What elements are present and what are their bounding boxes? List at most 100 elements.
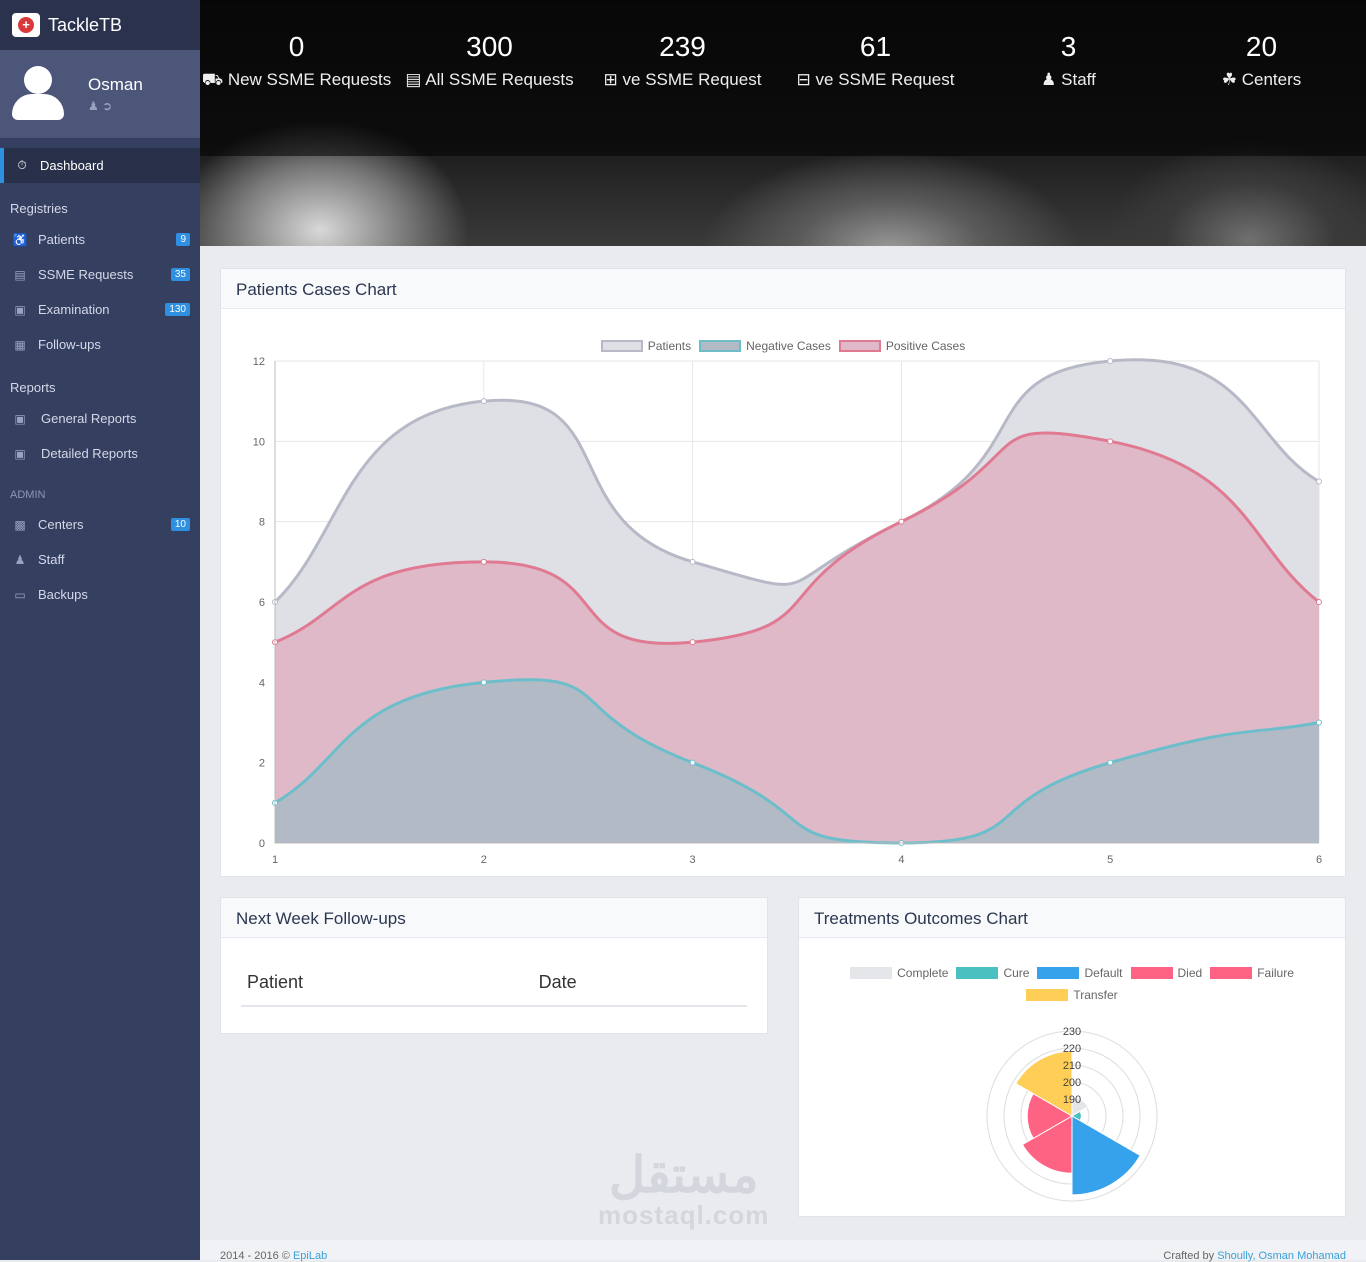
polar-slice-died	[1021, 1115, 1073, 1174]
clipboard-icon: ▤	[405, 70, 422, 89]
y-tick-label: 6	[259, 597, 265, 609]
sidebar-item-followups[interactable]: ▦ Follow-ups	[0, 327, 200, 362]
legend-item-positive[interactable]: Positive Cases	[838, 339, 965, 353]
y-tick-label: 4	[259, 677, 265, 689]
legend-item-patients[interactable]: Patients	[600, 339, 691, 353]
series-area-negative-cases	[275, 679, 1319, 843]
stats-banner: 0 ⛟ New SSME Requests 300 ▤ All SSME Reque…	[200, 0, 1366, 246]
stopwatch-icon: ⏱	[17, 158, 27, 172]
treatment-outcomes-chart: 190 200 210 220 230	[986, 1026, 1158, 1202]
sidebar-item-examination[interactable]: ▣ Examination 130	[0, 292, 200, 327]
data-point	[898, 518, 905, 525]
data-point	[480, 679, 487, 686]
profile-icon[interactable]: ♟	[88, 99, 99, 113]
outcomes-panel: Treatments Outcomes Chart Complete Cure …	[798, 897, 1346, 1217]
x-tick-label: 2	[481, 854, 487, 866]
medkit-icon: ▣	[14, 411, 26, 426]
minus-square-icon: ⊟	[796, 70, 811, 89]
radial-tick-label: 190	[1063, 1094, 1081, 1106]
logout-icon[interactable]: ➲	[102, 99, 113, 113]
user-name: Osman	[88, 75, 143, 94]
panel-title: Patients Cases Chart	[221, 269, 1345, 309]
legend-item-transfer[interactable]: Transfer	[1026, 988, 1118, 1002]
data-point	[689, 759, 696, 766]
followups-table: Patient Date	[241, 960, 747, 1007]
hospital-icon: ☘	[1221, 70, 1237, 89]
col-date[interactable]: Date	[532, 960, 747, 1007]
col-patient[interactable]: Patient	[241, 960, 533, 1007]
stat-positive-ssme[interactable]: 239 ⊞ ve SSME Request	[603, 31, 762, 89]
users-icon: ♟	[1041, 70, 1057, 89]
data-point	[1107, 438, 1114, 445]
sidebar-item-detailed-reports[interactable]: ▣ Detailed Reports	[0, 436, 200, 471]
x-tick-label: 4	[898, 854, 904, 866]
data-point	[1107, 358, 1114, 364]
user-panel: Osman ♟ ➲	[0, 50, 200, 138]
legend-item-complete[interactable]: Complete	[850, 966, 948, 980]
stat-new-ssme[interactable]: 0 ⛟ New SSME Requests	[201, 31, 392, 89]
radial-gridline	[986, 1030, 1158, 1202]
centers-badge: 10	[170, 518, 190, 531]
panel-title: Next Week Follow-ups	[221, 898, 767, 938]
clipboard-icon: ▤	[14, 267, 26, 282]
data-point	[1316, 719, 1322, 726]
medkit-icon: ▣	[14, 302, 26, 317]
credits-link[interactable]: Shoully, Osman Mohamad	[1217, 1250, 1346, 1262]
first-aid-logo-icon: +	[12, 13, 40, 37]
sidebar-item-patients[interactable]: ♿ Patients 9	[0, 222, 200, 257]
sidebar-item-staff[interactable]: ♟ Staff	[0, 542, 200, 577]
patients-cases-panel: Patients Cases Chart Patients Negative C…	[220, 268, 1346, 877]
sidebar-item-backups[interactable]: ▭ Backups	[0, 577, 200, 612]
patients-badge: 9	[176, 233, 190, 246]
x-tick-label: 5	[1107, 854, 1113, 866]
legend-item-default[interactable]: Default	[1037, 966, 1123, 980]
calendar-icon: ▦	[14, 337, 26, 352]
x-tick-label: 1	[272, 854, 278, 866]
building-icon: ▩	[14, 517, 26, 532]
y-tick-label: 2	[259, 758, 265, 770]
legend-item-failure[interactable]: Failure	[1210, 966, 1294, 980]
epilab-link[interactable]: EpiLab	[292, 1250, 328, 1262]
data-point	[1316, 599, 1322, 605]
chart-legend: Patients Negative Cases Positive Cases	[221, 339, 1345, 353]
plus-square-icon: ⊞	[603, 70, 618, 89]
x-tick-label: 3	[690, 854, 696, 866]
ambulance-icon: ⛟	[201, 70, 224, 89]
legend-item-cure[interactable]: Cure	[956, 966, 1029, 980]
radial-tick-label: 210	[1063, 1060, 1081, 1072]
polar-slice-default	[1071, 1115, 1141, 1196]
sidebar: + TackleTB Osman ♟ ➲ ⏱ Dashboard Registri…	[0, 0, 200, 1260]
y-tick-label: 10	[253, 436, 265, 448]
followups-panel: Next Week Follow-ups Patient Date	[220, 897, 768, 1034]
stat-centers[interactable]: 20 ☘ Centers	[1221, 31, 1302, 89]
data-point	[480, 398, 487, 405]
wheelchair-icon: ♿	[12, 232, 28, 247]
hdd-icon: ▭	[14, 587, 26, 602]
brand[interactable]: + TackleTB	[0, 0, 200, 50]
medkit-icon: ▣	[14, 446, 26, 461]
polar-slice-failure	[1026, 1092, 1074, 1140]
panel-title: Treatments Outcomes Chart	[799, 898, 1345, 938]
legend-item-died[interactable]: Died	[1130, 966, 1202, 980]
sidebar-item-centers[interactable]: ▩ Centers 10	[0, 507, 200, 542]
outcomes-legend: Complete Cure Default Died Failure Trans…	[829, 966, 1315, 1002]
data-point	[689, 639, 696, 646]
footer: 2014 - 2016 © EpiLab Crafted by Shoully,…	[200, 1240, 1366, 1262]
examination-badge: 130	[165, 303, 190, 316]
polar-slice-transfer	[1015, 1050, 1073, 1117]
sidebar-item-general-reports[interactable]: ▣ General Reports	[0, 401, 200, 436]
radial-tick-label: 230	[1063, 1026, 1081, 1038]
stat-staff[interactable]: 3 ♟ Staff	[1041, 31, 1096, 89]
section-reports: Reports	[10, 380, 56, 395]
legend-item-negative[interactable]: Negative Cases	[699, 339, 831, 353]
ssme-badge: 35	[170, 268, 190, 281]
mostaql-watermark: مستقل mostaql.com	[598, 1147, 770, 1230]
section-admin: ADMIN	[10, 489, 46, 501]
sidebar-item-ssme-requests[interactable]: ▤ SSME Requests 35	[0, 257, 200, 292]
radial-tick-label: 220	[1063, 1043, 1081, 1055]
stat-all-ssme[interactable]: 300 ▤ All SSME Requests	[405, 31, 574, 89]
data-point	[689, 558, 696, 565]
stat-negative-ssme[interactable]: 61 ⊟ ve SSME Request	[796, 31, 955, 89]
sidebar-item-dashboard[interactable]: ⏱ Dashboard	[0, 148, 200, 183]
